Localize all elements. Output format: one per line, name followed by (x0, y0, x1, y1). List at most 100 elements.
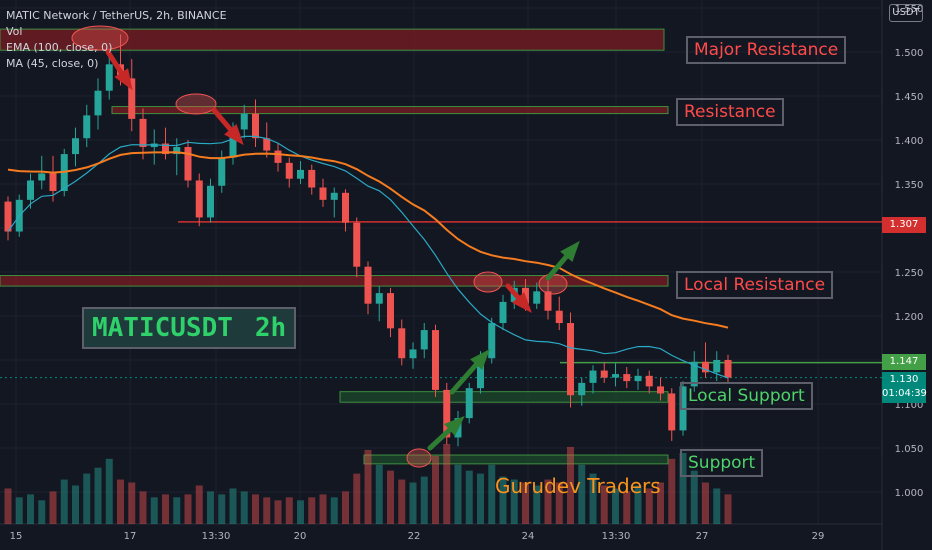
volume-bar (589, 473, 597, 524)
volume-bar (195, 485, 203, 524)
local-resistance-label: Local Resistance (676, 271, 834, 299)
candle-body (668, 393, 676, 431)
volume-bar (207, 491, 214, 524)
candle-body (567, 323, 574, 396)
ema-line (7, 151, 729, 329)
candle-body (387, 293, 394, 329)
candle-body (690, 361, 698, 387)
candle-body (443, 389, 451, 438)
candle-body (465, 388, 473, 419)
volume-bar (454, 464, 462, 524)
volume-bar (60, 479, 68, 524)
volume-bar (623, 491, 631, 524)
y-tick-label: 1.400 (895, 136, 924, 147)
volume-bar (218, 494, 226, 524)
volume-bar (117, 479, 124, 524)
candle-body (218, 157, 226, 186)
ma-label[interactable]: MA (45, close, 0) (6, 57, 99, 70)
candle-body (49, 173, 57, 192)
candle-body (274, 150, 282, 163)
candle-body (612, 374, 619, 378)
volume-bar (330, 497, 338, 524)
volume-bar (387, 470, 394, 524)
volume-bar (555, 482, 563, 524)
candle-body (105, 64, 113, 91)
volume-bar (364, 449, 372, 524)
symbol-title[interactable]: MATIC Network / TetherUS, 2h, BINANCE (6, 9, 227, 22)
volume-bar (713, 488, 721, 524)
volume-bar (4, 488, 12, 524)
y-tick-label: 1.550 (895, 4, 924, 15)
x-tick-label: 15 (10, 531, 23, 542)
candle-body (72, 138, 79, 155)
candle-body (128, 78, 136, 119)
y-tick-label: 1.350 (895, 180, 924, 191)
highlight-ellipse (175, 93, 217, 115)
volume-bar (297, 500, 304, 524)
candle-body (533, 291, 541, 304)
volume-bar (690, 470, 698, 524)
candle-body (319, 187, 327, 200)
down-arrow-head (114, 68, 133, 91)
candle-body (657, 386, 664, 394)
volume-bar (353, 473, 361, 524)
volume-bar (634, 485, 642, 524)
brand-watermark: Gurudev Traders (495, 474, 661, 498)
candle-body (600, 370, 608, 378)
candle-body (375, 293, 383, 304)
y-tick-label: 1.000 (895, 488, 924, 499)
volume-bar (94, 467, 102, 524)
volume-label[interactable]: Vol (6, 25, 23, 38)
volume-bar (702, 482, 709, 524)
volume-bar (420, 476, 428, 524)
candle-body (184, 147, 192, 181)
candle-body (308, 169, 316, 188)
ma-line (7, 135, 729, 379)
volume-bar (679, 452, 687, 524)
volume-bar (319, 494, 327, 524)
volume-bar (173, 497, 181, 524)
resistance-label: Resistance (676, 98, 784, 126)
volume-bar (83, 473, 91, 524)
candle-body (499, 301, 507, 324)
volume-bar (285, 497, 293, 524)
x-tick-label: 20 (294, 531, 307, 542)
candle-body (398, 328, 406, 359)
candle-body (229, 129, 237, 158)
currency-unit-button[interactable]: USDT (889, 4, 923, 22)
y-tick-label: 1.250 (895, 268, 924, 279)
x-tick-label: 29 (812, 531, 825, 542)
candle-body (297, 169, 304, 179)
highlight-ellipse (406, 448, 432, 468)
volume-bar (274, 500, 282, 524)
volume-bar (252, 494, 259, 524)
volume-bar (139, 491, 147, 524)
volume-bar (72, 485, 79, 524)
support-label: Support (680, 449, 764, 477)
candle-body (578, 382, 586, 396)
volume-bar (240, 491, 248, 524)
volume-bar (184, 494, 192, 524)
candle-body (420, 330, 428, 350)
candle-body (353, 222, 361, 267)
volume-bar (510, 479, 518, 524)
candle-body (544, 291, 552, 311)
candle-body (94, 90, 102, 116)
up-arrow-head (444, 415, 465, 436)
support-zone (363, 454, 669, 465)
volume-bar (432, 455, 439, 524)
volume-bar (105, 458, 113, 524)
major-resistance-zone (0, 28, 665, 51)
candle-body (432, 330, 439, 390)
candle-body (252, 113, 259, 139)
candle-body (263, 138, 271, 151)
y-tick-label: 1.050 (895, 444, 924, 455)
volume-bar (263, 497, 271, 524)
chart-legend: MATIC Network / TetherUS, 2h, BINANCE Vo… (6, 8, 227, 72)
last-price: 1.130 (889, 374, 919, 385)
volume-bar (308, 497, 316, 524)
local-resistance-zone (0, 275, 669, 287)
volume-bar (342, 491, 349, 524)
highlight-ellipse (538, 273, 568, 295)
ema-label[interactable]: EMA (100, close, 0) (6, 41, 113, 54)
